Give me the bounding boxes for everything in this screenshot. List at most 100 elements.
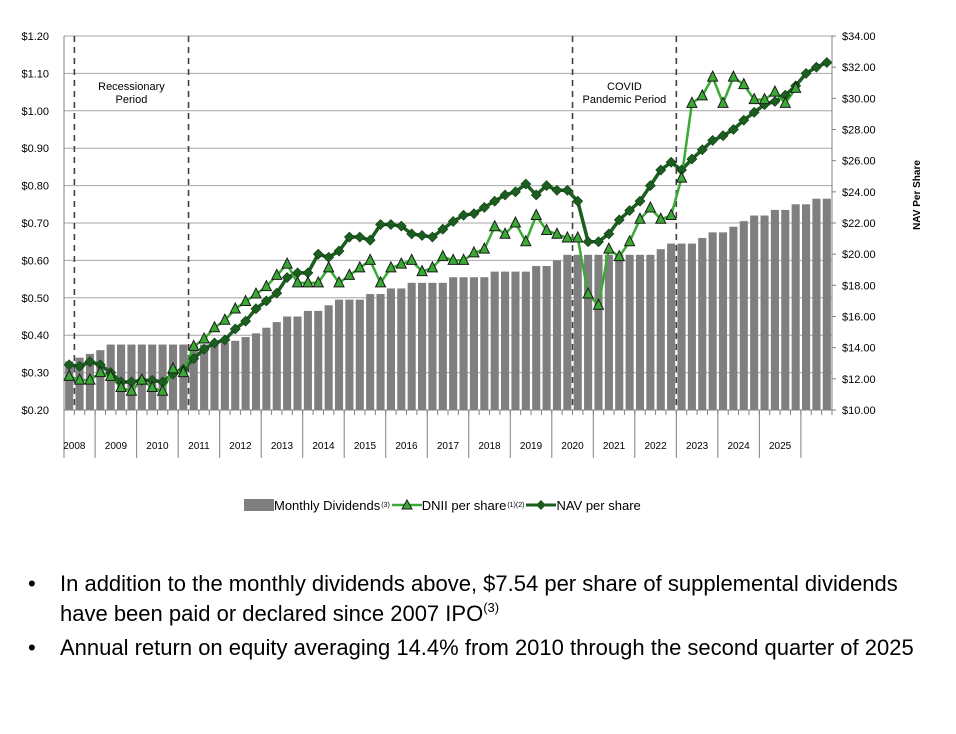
dnii-point xyxy=(385,260,397,273)
dividend-bar xyxy=(480,277,489,410)
y-left-tick-label: $0.90 xyxy=(21,143,49,155)
dividend-bar xyxy=(791,204,800,410)
dividend-bar xyxy=(563,254,572,410)
dividend-bar xyxy=(293,316,302,410)
dnii-point xyxy=(405,253,418,265)
nav-point xyxy=(281,272,293,283)
dnii-point xyxy=(478,242,491,254)
dnii-point xyxy=(146,380,159,393)
dividend-bar xyxy=(355,299,364,410)
dnii-point xyxy=(675,171,688,183)
dnii-point xyxy=(665,208,677,221)
x-tick-label: 2018 xyxy=(478,441,501,452)
dnii-point xyxy=(509,215,522,228)
dnii-point xyxy=(312,275,325,288)
nav-point xyxy=(312,248,324,260)
dividend-bar xyxy=(501,271,510,410)
y-right-tick-label: $30.00 xyxy=(842,93,876,105)
dividend-bar xyxy=(65,361,74,410)
bullet-text-roe: Annual return on equity averaging 14.4% … xyxy=(60,635,914,660)
dnii-point xyxy=(167,361,179,374)
bullet-footnote: (3) xyxy=(483,600,500,615)
dnii-point xyxy=(353,260,366,273)
dividend-bar xyxy=(428,282,437,410)
dnii-point xyxy=(104,369,117,381)
dnii-point xyxy=(416,264,428,277)
dividend-bar xyxy=(511,271,520,410)
dividend-bar xyxy=(397,288,406,410)
nav-point xyxy=(458,209,469,221)
dnii-point xyxy=(333,275,345,288)
legend-label-monthly-dividends: Monthly Dividends xyxy=(274,497,381,513)
legend-item-dnii: DNII per share (1)(2) xyxy=(391,497,524,513)
nav-point xyxy=(582,236,594,248)
period-annotation-label: COVID xyxy=(607,81,642,93)
legend-label-dnii: DNII per share xyxy=(421,497,507,513)
dividend-bar xyxy=(677,243,686,410)
dnii-point xyxy=(177,365,190,378)
nav-point xyxy=(499,189,511,201)
dividend-bar xyxy=(189,344,198,410)
dividend-bar xyxy=(667,243,676,410)
dividend-bar xyxy=(625,254,634,410)
dividend-bar xyxy=(314,310,323,410)
nav-point xyxy=(354,231,366,243)
x-tick-label: 2015 xyxy=(354,441,377,452)
dnii-point xyxy=(115,380,127,393)
dividend-bar xyxy=(459,277,468,410)
nav-point xyxy=(655,164,667,176)
nav-point xyxy=(644,180,656,192)
nav-point xyxy=(437,223,449,235)
dividend-bar xyxy=(324,305,333,410)
y-left-tick-label: $0.40 xyxy=(21,330,49,342)
nav-point xyxy=(738,114,750,126)
y-left-tick-label: $1.10 xyxy=(21,68,49,80)
dnii-point xyxy=(603,242,615,254)
x-tick-label: 2016 xyxy=(395,441,418,452)
nav-point xyxy=(84,356,96,368)
dnii-point xyxy=(322,260,335,273)
dnii-point xyxy=(520,234,532,247)
dividend-bar xyxy=(469,277,478,410)
nav-point xyxy=(634,195,646,207)
dividend-bar xyxy=(179,344,188,410)
period-annotation-label: Period xyxy=(116,94,148,106)
dnii-point xyxy=(125,384,138,396)
y-right-tick-label: $28.00 xyxy=(842,125,876,137)
y-left-tick-label: $1.20 xyxy=(21,31,49,43)
dividend-bar xyxy=(739,221,748,410)
dividend-bar xyxy=(708,232,717,410)
legend-label-nav: NAV per share xyxy=(556,497,641,513)
dnii-point xyxy=(260,279,273,292)
nav-point xyxy=(800,67,812,79)
dividend-bar xyxy=(334,299,344,410)
y-right-tick-label: $20.00 xyxy=(842,249,876,261)
dnii-point xyxy=(364,253,376,265)
x-tick-label: 2020 xyxy=(561,441,584,452)
nav-point xyxy=(696,144,708,156)
nav-point xyxy=(572,195,584,207)
nav-point xyxy=(385,219,397,230)
dividend-bar xyxy=(272,322,281,410)
dnii-point xyxy=(136,372,148,385)
dnii-point xyxy=(63,369,75,381)
dnii-point xyxy=(727,70,740,82)
chart-legend: Monthly Dividends (3) DNII per share (1)(2… xyxy=(244,494,643,516)
legend-swatch-nav xyxy=(526,500,557,510)
nav-point xyxy=(74,360,85,372)
y-left-tick-label: $0.70 xyxy=(21,218,49,230)
nav-point xyxy=(209,337,220,349)
legend-swatch-bar xyxy=(244,499,274,511)
dnii-point xyxy=(623,234,636,247)
dividend-bar xyxy=(594,254,603,410)
y-right-tick-label: $16.00 xyxy=(842,312,876,324)
dividend-bar xyxy=(532,266,541,410)
dnii-point xyxy=(395,257,408,269)
nav-point xyxy=(364,234,376,246)
bullet-dot: • xyxy=(28,635,36,660)
dividend-bar xyxy=(251,333,261,410)
legend-item-monthly-dividends: Monthly Dividends (3) xyxy=(244,498,390,513)
nav-point xyxy=(561,184,573,196)
dividend-bar xyxy=(802,204,811,410)
x-tick-label: 2023 xyxy=(686,441,709,452)
